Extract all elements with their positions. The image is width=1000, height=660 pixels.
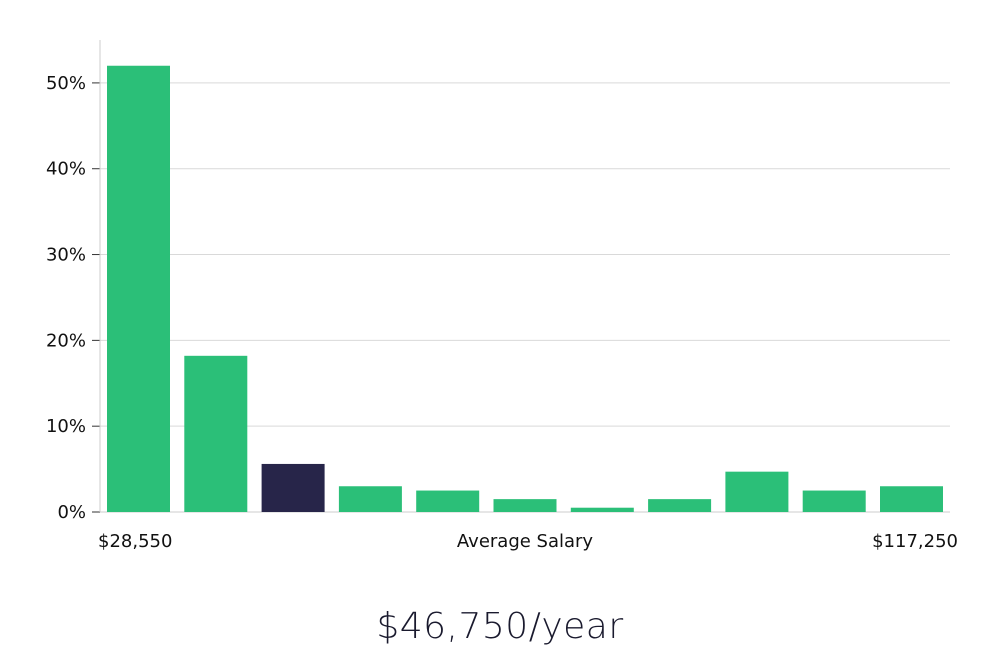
bars xyxy=(107,65,943,512)
bar xyxy=(338,486,402,512)
bar xyxy=(184,355,248,512)
grid-lines xyxy=(100,82,950,427)
y-tick-label: 50% xyxy=(46,73,86,94)
x-axis-title: Average Salary xyxy=(457,531,594,552)
y-tick-label: 0% xyxy=(57,502,86,523)
bar xyxy=(416,490,480,512)
bar xyxy=(802,490,866,512)
salary-histogram: 0% 10% 20% 30% 40% 50% $28,550 Average Salary… xyxy=(46,40,958,552)
average-salary-value: $46,750/year xyxy=(376,606,624,647)
bar xyxy=(107,65,170,512)
x-min-label: $28,550 xyxy=(98,531,172,552)
y-tick-label: 40% xyxy=(46,159,86,180)
bar xyxy=(493,499,557,512)
x-max-label: $117,250 xyxy=(872,531,958,552)
y-tick-label: 10% xyxy=(46,416,86,437)
highlighted-bar xyxy=(261,463,325,512)
bar xyxy=(725,471,789,512)
bar xyxy=(648,499,712,512)
bar xyxy=(570,507,634,512)
y-tick-label: 20% xyxy=(46,330,86,351)
y-tick-label: 30% xyxy=(46,245,86,266)
bar xyxy=(880,486,943,512)
y-tick-labels: 0% 10% 20% 30% 40% 50% xyxy=(46,73,86,523)
